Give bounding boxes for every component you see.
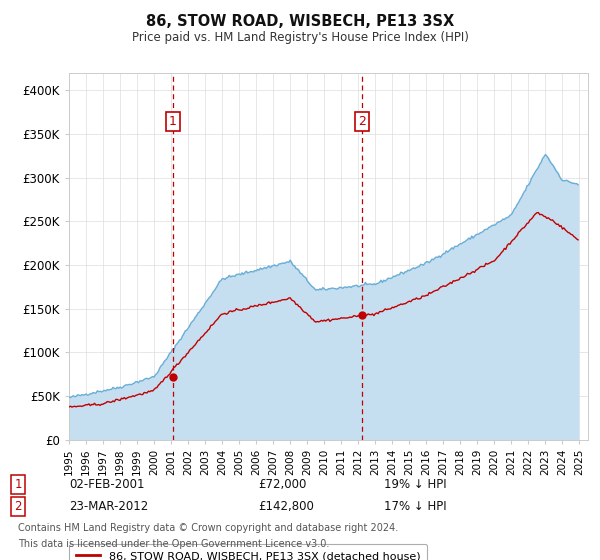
Text: 2: 2 xyxy=(14,500,22,514)
Text: 2: 2 xyxy=(358,115,366,128)
Text: Contains HM Land Registry data © Crown copyright and database right 2024.: Contains HM Land Registry data © Crown c… xyxy=(18,523,398,533)
Text: 86, STOW ROAD, WISBECH, PE13 3SX: 86, STOW ROAD, WISBECH, PE13 3SX xyxy=(146,14,454,29)
Text: 23-MAR-2012: 23-MAR-2012 xyxy=(69,500,148,514)
Text: Price paid vs. HM Land Registry's House Price Index (HPI): Price paid vs. HM Land Registry's House … xyxy=(131,31,469,44)
Text: 02-FEB-2001: 02-FEB-2001 xyxy=(69,478,145,491)
Legend: 86, STOW ROAD, WISBECH, PE13 3SX (detached house), HPI: Average price, detached : 86, STOW ROAD, WISBECH, PE13 3SX (detach… xyxy=(69,544,427,560)
Text: £142,800: £142,800 xyxy=(258,500,314,514)
Text: 19% ↓ HPI: 19% ↓ HPI xyxy=(384,478,446,491)
Text: 17% ↓ HPI: 17% ↓ HPI xyxy=(384,500,446,514)
Text: 1: 1 xyxy=(14,478,22,491)
Text: 1: 1 xyxy=(169,115,176,128)
Text: This data is licensed under the Open Government Licence v3.0.: This data is licensed under the Open Gov… xyxy=(18,539,329,549)
Text: £72,000: £72,000 xyxy=(258,478,307,491)
